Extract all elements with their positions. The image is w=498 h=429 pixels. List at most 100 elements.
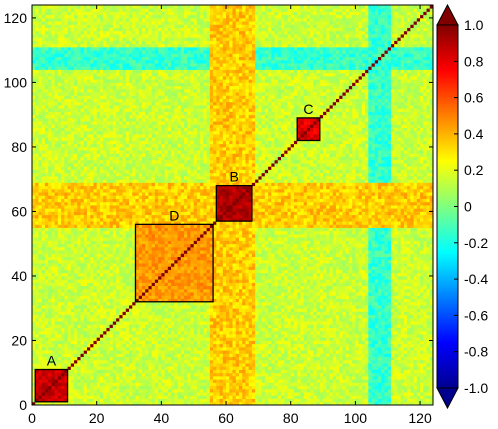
heatmap-cell bbox=[378, 298, 382, 303]
heatmap-cell bbox=[109, 279, 114, 283]
heatmap-cell bbox=[109, 353, 114, 358]
heatmap-cell bbox=[41, 314, 46, 319]
heatmap-cell bbox=[70, 334, 75, 338]
heatmap-cell bbox=[106, 308, 111, 312]
heatmap-cell bbox=[48, 401, 52, 406]
heatmap-cell bbox=[235, 363, 240, 367]
heatmap-cell bbox=[378, 324, 382, 328]
heatmap-cell bbox=[38, 321, 43, 325]
heatmap-cell bbox=[64, 308, 68, 312]
heatmap-cell bbox=[141, 324, 146, 328]
heatmap-cell bbox=[378, 334, 382, 338]
heatmap-cell bbox=[151, 379, 156, 383]
heatmap-cell bbox=[261, 305, 266, 309]
heatmap-cell bbox=[245, 285, 250, 290]
heatmap-cell bbox=[77, 282, 81, 287]
heatmap-cell bbox=[180, 401, 185, 406]
heatmap-cell bbox=[125, 372, 130, 377]
heatmap-cell bbox=[378, 359, 382, 364]
heatmap-cell bbox=[222, 372, 227, 377]
heatmap-cell bbox=[226, 298, 230, 303]
heatmap-cell bbox=[238, 295, 243, 299]
heatmap-cell bbox=[64, 292, 68, 296]
heatmap-cell bbox=[129, 295, 133, 299]
heatmap-cell bbox=[361, 285, 366, 290]
heatmap-cell bbox=[361, 327, 366, 332]
heatmap-cell bbox=[222, 292, 227, 296]
heatmap-cell bbox=[410, 308, 414, 312]
heatmap-cell bbox=[129, 288, 133, 293]
heatmap-cell bbox=[203, 308, 208, 312]
heatmap-cell bbox=[216, 288, 220, 293]
heatmap-cell bbox=[300, 311, 305, 316]
heatmap-cell bbox=[251, 366, 256, 370]
heatmap-cell bbox=[310, 314, 314, 319]
heatmap-cell bbox=[297, 327, 301, 332]
heatmap-cell bbox=[261, 343, 266, 348]
heatmap-cell bbox=[180, 350, 185, 354]
heatmap-cell bbox=[274, 295, 279, 299]
heatmap-cell bbox=[226, 398, 230, 403]
heatmap-cell bbox=[242, 311, 246, 316]
heatmap-cell bbox=[125, 334, 130, 338]
heatmap-cell bbox=[397, 314, 402, 319]
heatmap-cell bbox=[238, 363, 243, 367]
heatmap-cell bbox=[248, 356, 253, 361]
heatmap-cell bbox=[306, 346, 311, 351]
heatmap-cell bbox=[423, 398, 427, 403]
heatmap-cell bbox=[248, 330, 253, 335]
heatmap-cell bbox=[332, 295, 337, 299]
heatmap-cell bbox=[35, 350, 39, 354]
heatmap-cell bbox=[135, 382, 140, 387]
heatmap-cell bbox=[206, 395, 211, 399]
heatmap-cell bbox=[232, 382, 237, 387]
heatmap-cell bbox=[381, 340, 385, 345]
heatmap-cell bbox=[313, 379, 317, 383]
heatmap-cell bbox=[48, 317, 52, 322]
heatmap-cell bbox=[64, 311, 68, 316]
heatmap-cell bbox=[116, 314, 120, 319]
heatmap-cell bbox=[171, 337, 175, 341]
heatmap-cell bbox=[200, 401, 204, 406]
heatmap-cell bbox=[390, 385, 395, 390]
heatmap-cell bbox=[274, 363, 279, 367]
heatmap-cell bbox=[329, 317, 334, 322]
heatmap-cell bbox=[219, 275, 224, 280]
heatmap-cell bbox=[74, 272, 78, 277]
heatmap-cell bbox=[135, 353, 140, 358]
heatmap-cell bbox=[238, 401, 243, 406]
heatmap-cell bbox=[384, 282, 389, 287]
heatmap-cell bbox=[174, 282, 178, 287]
heatmap-cell bbox=[403, 334, 408, 338]
heatmap-cell bbox=[41, 279, 46, 283]
heatmap-cell bbox=[264, 369, 269, 374]
heatmap-cell bbox=[300, 353, 305, 358]
heatmap-cell bbox=[190, 282, 195, 287]
heatmap-cell bbox=[80, 363, 85, 367]
heatmap-cell bbox=[394, 392, 398, 396]
heatmap-cell bbox=[335, 330, 340, 335]
heatmap-cell bbox=[255, 314, 259, 319]
heatmap-cell bbox=[374, 298, 379, 303]
heatmap-cell bbox=[161, 324, 165, 328]
heatmap-cell bbox=[103, 311, 107, 316]
heatmap-cell bbox=[384, 305, 389, 309]
heatmap-cell bbox=[67, 317, 72, 322]
heatmap-cell bbox=[387, 292, 392, 296]
heatmap-cell bbox=[303, 334, 308, 338]
heatmap-cell bbox=[38, 275, 43, 280]
heatmap-cell bbox=[74, 353, 78, 358]
heatmap-cell bbox=[61, 372, 65, 377]
heatmap-cell bbox=[387, 385, 392, 390]
heatmap-cell bbox=[74, 282, 78, 287]
heatmap-cell bbox=[206, 334, 211, 338]
heatmap-cell bbox=[167, 372, 172, 377]
heatmap-cell bbox=[48, 372, 52, 377]
heatmap-cell bbox=[90, 356, 94, 361]
heatmap-cell bbox=[158, 359, 162, 364]
heatmap-cell bbox=[410, 363, 414, 367]
heatmap-cell bbox=[342, 317, 347, 322]
heatmap-cell bbox=[329, 295, 334, 299]
heatmap-cell bbox=[38, 288, 43, 293]
heatmap-cell bbox=[86, 340, 91, 345]
